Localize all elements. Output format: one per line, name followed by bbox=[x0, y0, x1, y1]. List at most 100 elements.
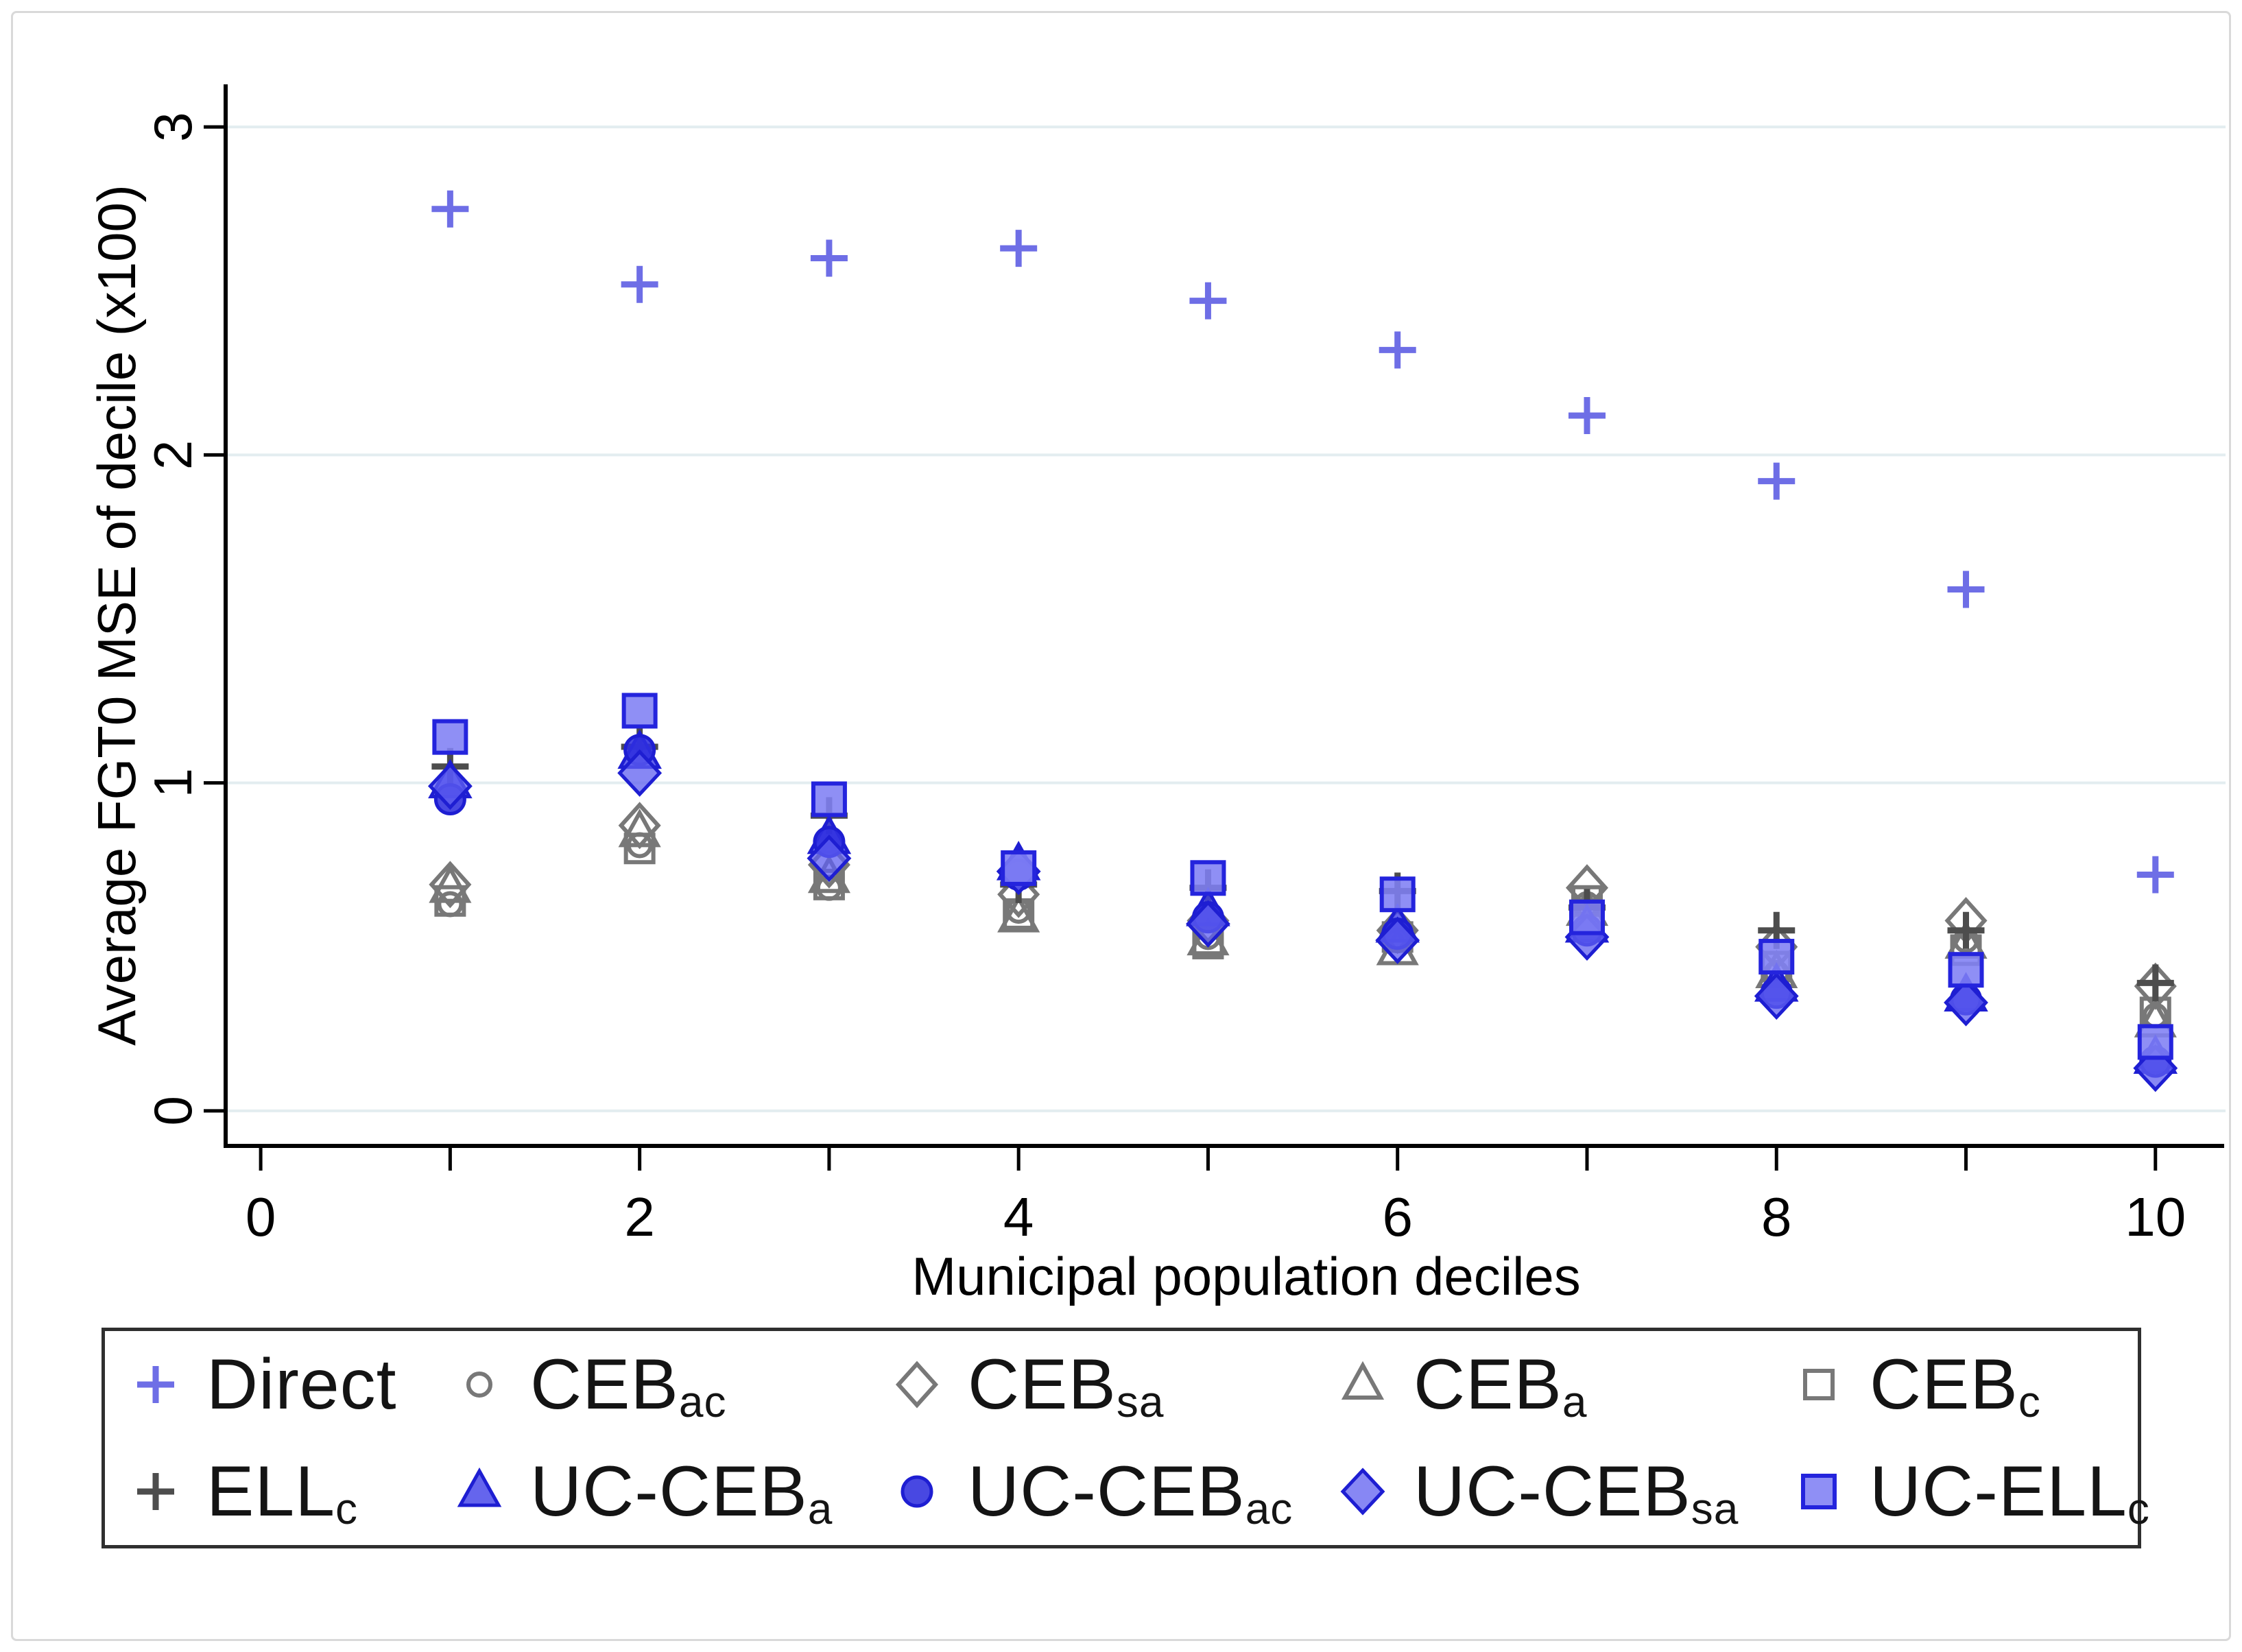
CEB_sa-legend-marker-icon bbox=[895, 1361, 939, 1409]
CEB_a-legend-marker-icon bbox=[1341, 1361, 1385, 1400]
marker-ELL_c-decile-9 bbox=[1947, 911, 1985, 949]
legend-item-UC-CEB_sa: UC-CEBsa bbox=[1312, 1452, 1768, 1533]
marker-CEB_c-decile-1 bbox=[434, 885, 466, 917]
marker-UC-CEB_sa-decile-6 bbox=[1375, 916, 1420, 964]
marker-UC-ELL_c-decile-4 bbox=[1001, 850, 1037, 886]
marker-Direct-decile-4 bbox=[1000, 230, 1038, 267]
legend-marker-UC-CEB_a bbox=[457, 1467, 502, 1507]
legend-marker-Direct bbox=[137, 1366, 174, 1403]
legend-label-CEB_a: CEBa bbox=[1414, 1345, 1588, 1426]
legend-item-UC-ELL_c: UC-ELLc bbox=[1768, 1456, 2149, 1531]
legend-item-UC-CEB_a: UC-CEBa bbox=[429, 1452, 866, 1533]
legend-marker-UC-ELL_c bbox=[1801, 1474, 1837, 1509]
series-CEB_c bbox=[434, 833, 2171, 1029]
marker-UC-CEB_sa-decile-8 bbox=[1754, 972, 1799, 1020]
series-Direct bbox=[431, 190, 2174, 894]
x-axis-title: Municipal population deciles bbox=[911, 1246, 1581, 1306]
marker-CEB_sa-decile-1 bbox=[429, 861, 472, 909]
legend-label-UC-CEB_sa: UC-CEBsa bbox=[1414, 1452, 1739, 1533]
legend-item-CEB_sa: CEBsa bbox=[866, 1345, 1312, 1426]
legend-label-UC-CEB_a: UC-CEBa bbox=[530, 1452, 833, 1533]
UC-CEB_a-legend-marker-icon bbox=[457, 1467, 502, 1507]
series-UC-CEB_ac bbox=[433, 734, 2172, 1078]
marker-Direct-decile-3 bbox=[810, 239, 848, 277]
marker-Direct-decile-5 bbox=[1189, 282, 1227, 320]
legend-label-ELL_c: ELLc bbox=[206, 1452, 359, 1533]
legend-label-CEB_c: CEBc bbox=[1870, 1345, 2041, 1426]
legend-item-ELL_c: ELLc bbox=[105, 1452, 429, 1533]
legend-marker-CEB_sa bbox=[895, 1361, 939, 1409]
Direct-legend-marker-icon bbox=[137, 1366, 174, 1403]
legend-marker-CEB_a bbox=[1341, 1361, 1385, 1400]
marker-UC-ELL_c-decile-10 bbox=[2137, 1024, 2173, 1060]
UC-CEB_ac-legend-marker-icon bbox=[901, 1475, 933, 1508]
legend-marker-UC-CEB_ac bbox=[901, 1475, 933, 1508]
axes: 0 1 2 3 0 2 4 6 8 10 bbox=[143, 84, 2224, 1247]
legend-label-CEB_ac: CEBac bbox=[530, 1345, 727, 1426]
series-CEB_sa bbox=[429, 802, 2177, 1010]
marker-UC-CEB_sa-decile-5 bbox=[1186, 900, 1230, 948]
legend-item-CEB_ac: CEBac bbox=[429, 1345, 866, 1426]
marker-UC-ELL_c-decile-5 bbox=[1190, 860, 1226, 896]
y-tick-label-3: 3 bbox=[143, 112, 203, 141]
marker-CEB_a-decile-3 bbox=[807, 854, 850, 894]
marker-UC-ELL_c-decile-7 bbox=[1569, 899, 1605, 935]
gridlines bbox=[227, 125, 2226, 1112]
series-CEB_a bbox=[429, 809, 2177, 1038]
legend-label-UC-CEB_ac: UC-CEBac bbox=[968, 1452, 1293, 1533]
y-tick-label-2: 2 bbox=[143, 440, 203, 470]
UC-CEB_sa-legend-marker-icon bbox=[1340, 1468, 1385, 1516]
x-tick-label-10: 10 bbox=[2125, 1186, 2186, 1247]
series-CEB_ac bbox=[437, 832, 2169, 1029]
marker-UC-CEB_sa-decile-2 bbox=[617, 749, 663, 797]
y-tick-label-1: 1 bbox=[143, 768, 203, 798]
marker-CEB_c-decile-2 bbox=[623, 833, 656, 865]
y-tick-label-0: 0 bbox=[143, 1096, 203, 1125]
marker-UC-ELL_c-decile-1 bbox=[432, 719, 468, 755]
y-axis-title: Average FGT0 MSE of decile (x100) bbox=[86, 184, 147, 1046]
legend-item-CEB_c: CEBc bbox=[1768, 1345, 2131, 1426]
legend-item-Direct: Direct bbox=[105, 1349, 429, 1420]
legend-label-UC-ELL_c: UC-ELLc bbox=[1870, 1452, 2150, 1533]
marker-CEB_a-decile-2 bbox=[618, 809, 661, 848]
legend-item-UC-CEB_ac: UC-CEBac bbox=[866, 1452, 1312, 1533]
UC-ELL_c-legend-marker-icon bbox=[1801, 1474, 1837, 1509]
marker-UC-CEB_sa-decile-3 bbox=[807, 834, 852, 883]
marker-UC-ELL_c-decile-3 bbox=[811, 781, 847, 817]
x-tick-label-4: 4 bbox=[1003, 1186, 1034, 1247]
legend-marker-CEB_c bbox=[1803, 1369, 1835, 1400]
legend-label-CEB_sa: CEBsa bbox=[968, 1345, 1165, 1426]
marker-Direct-decile-9 bbox=[1947, 571, 1985, 608]
CEB_c-legend-marker-icon bbox=[1803, 1369, 1835, 1400]
legend-marker-UC-CEB_sa bbox=[1340, 1468, 1385, 1516]
ELL_c-legend-marker-icon bbox=[137, 1473, 174, 1510]
series-UC-ELL_c bbox=[432, 693, 2173, 1060]
marker-Direct-decile-6 bbox=[1379, 331, 1416, 369]
legend-label-Direct: Direct bbox=[206, 1345, 397, 1424]
marker-Direct-decile-2 bbox=[621, 265, 658, 303]
series-UC-CEB_sa bbox=[427, 749, 2178, 1092]
x-tick-label-2: 2 bbox=[624, 1186, 655, 1247]
marker-CEB_a-decile-1 bbox=[429, 864, 472, 903]
marker-Direct-decile-1 bbox=[431, 190, 469, 228]
marker-Direct-decile-10 bbox=[2136, 856, 2174, 894]
legend-marker-ELL_c bbox=[137, 1473, 174, 1510]
marker-UC-ELL_c-decile-8 bbox=[1758, 939, 1795, 975]
legend-marker-CEB_ac bbox=[466, 1372, 492, 1398]
marker-UC-ELL_c-decile-9 bbox=[1948, 952, 1984, 988]
marker-UC-ELL_c-decile-6 bbox=[1379, 876, 1416, 913]
marker-ELL_c-decile-10 bbox=[2136, 964, 2174, 1002]
marker-Direct-decile-7 bbox=[1568, 397, 1606, 435]
legend-item-CEB_a: CEBa bbox=[1312, 1345, 1768, 1426]
x-tick-label-8: 8 bbox=[1761, 1186, 1792, 1247]
CEB_ac-legend-marker-icon bbox=[466, 1372, 492, 1398]
x-tick-label-6: 6 bbox=[1382, 1186, 1413, 1247]
series-ELL_c bbox=[431, 728, 2174, 1002]
x-tick-label-0: 0 bbox=[246, 1186, 276, 1247]
marker-Direct-decile-8 bbox=[1758, 462, 1796, 500]
marker-UC-CEB_sa-decile-10 bbox=[2133, 1044, 2178, 1092]
marker-UC-CEB_sa-decile-1 bbox=[427, 762, 473, 811]
marker-CEB_a-decile-4 bbox=[997, 894, 1040, 933]
